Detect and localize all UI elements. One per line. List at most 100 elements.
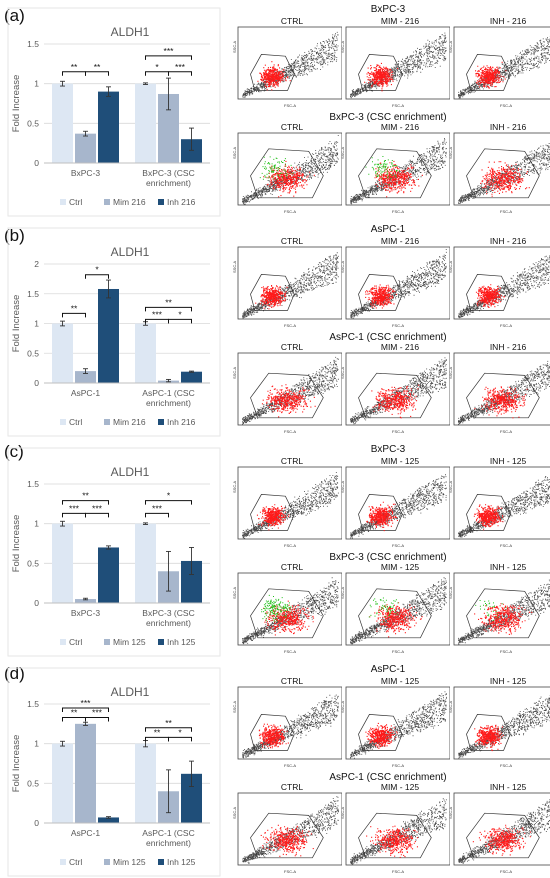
x-axis-label: FSC-A [392, 763, 404, 768]
legend-swatch [104, 639, 110, 645]
y-axis-label: SSC-A [340, 40, 345, 53]
scatter-events [458, 695, 550, 759]
x-axis-label: FSC-A [284, 323, 296, 328]
gate-polygon [250, 494, 295, 531]
scatter-events [242, 31, 339, 98]
dot-plot: CTRL SSC-A FSC-A [232, 342, 342, 434]
dot-plot: MIM - 125 SSC-A FSC-A [340, 562, 450, 654]
y-tick-label: 1.5 [27, 289, 39, 299]
dot-plot: INH - 216 SSC-A FSC-A [448, 342, 550, 434]
plot-label: INH - 125 [490, 562, 527, 572]
dot-plot: CTRL SSC-A FSC-A [232, 16, 342, 108]
plot-label: MIM - 125 [381, 562, 420, 572]
bar-chart-b: ALDH1 0 0.5 1 1.5 2 Fold Increase AsPC-1 AsPC-1 … [7, 227, 221, 437]
gated-population [366, 501, 398, 532]
dot-plot: MIM - 216 SSC-A FSC-A [340, 16, 450, 108]
flow-title-bottom: AsPC-1 (CSC enrichment) [329, 772, 447, 783]
y-axis-label: SSC-A [448, 146, 453, 159]
x-axis-label: FSC-A [284, 869, 296, 874]
bar-chart-d: ALDH1 0 0.5 1 1.5 Fold Increase AsPC-1 AsPC-1 (… [7, 667, 221, 877]
dot-plot: INH - 125 SSC-A FSC-A [448, 562, 550, 654]
y-tick-label: 2 [34, 259, 39, 269]
y-tick-label: 1 [34, 519, 39, 529]
x-axis-label: FSC-A [500, 869, 512, 874]
y-tick-label: 1.5 [27, 39, 39, 49]
significance-marker: *** [81, 698, 92, 708]
gated-population [369, 602, 423, 638]
gate-polygon [250, 372, 324, 419]
y-axis-label: SSC-A [448, 260, 453, 273]
category-label: BxPC-3 (CSC [142, 608, 194, 618]
significance-marker: ** [94, 62, 101, 72]
bar-inh-216 [181, 139, 202, 163]
bar-inh-125 [98, 817, 119, 823]
significance-bracket [145, 736, 169, 742]
significance-bracket [145, 727, 192, 732]
significance-marker: *** [92, 503, 103, 513]
y-axis-label: Fold Increase [11, 515, 22, 573]
x-axis-label: FSC-A [392, 103, 404, 108]
x-axis-label: FSC-A [284, 649, 296, 654]
significance-marker: ** [71, 62, 78, 72]
chart-frame [7, 667, 221, 877]
plot-label: MIM - 216 [381, 122, 420, 132]
gate-polygon [466, 372, 540, 419]
gate-polygon [250, 274, 295, 311]
significance-bracket [145, 55, 192, 60]
y-tick-label: 0 [34, 378, 39, 388]
significance-bracket [145, 318, 169, 324]
dot-plot: INH - 216 SSC-A FSC-A [448, 122, 550, 214]
scatter-events [458, 360, 550, 425]
x-axis-label: FSC-A [500, 103, 512, 108]
gated-population [474, 603, 533, 635]
aldh-positive-events [475, 600, 507, 621]
bar-mim-216 [75, 371, 96, 383]
bar-mim-125 [75, 599, 96, 603]
scatter-events [350, 357, 447, 425]
plot-label: MIM - 125 [381, 782, 420, 792]
significance-marker: ** [71, 303, 78, 313]
panel-label: (c) [4, 442, 24, 461]
legend-swatch [60, 859, 66, 865]
plot-label: CTRL [281, 236, 303, 246]
gated-population [258, 723, 289, 749]
category-label: BxPC-3 (CSC [142, 168, 194, 178]
y-axis-label: SSC-A [340, 260, 345, 273]
y-tick-label: 0 [34, 818, 39, 828]
panel-label: (d) [4, 664, 25, 683]
x-axis-label: FSC-A [392, 869, 404, 874]
significance-bracket [85, 71, 109, 76]
flow-title-top: AsPC-1 [370, 224, 406, 235]
significance-bracket [145, 71, 169, 76]
y-axis-label: SSC-A [232, 586, 237, 599]
legend-label: Inh 125 [167, 637, 196, 647]
flow-cytometry-a: BxPC-3 BxPC-3 (CSC enrichment) CTRL SSC-A FS… [226, 0, 550, 218]
category-label: enrichment) [146, 178, 191, 188]
x-axis-label: FSC-A [500, 763, 512, 768]
significance-marker: ** [82, 491, 89, 501]
significance-marker: * [155, 62, 159, 72]
significance-bracket [168, 736, 192, 742]
x-axis-label: FSC-A [284, 429, 296, 434]
category-label: AsPC-1 [71, 828, 101, 838]
chart-frame [7, 7, 221, 217]
x-axis-label: FSC-A [500, 209, 512, 214]
scatter-events [242, 694, 339, 759]
gated-population [474, 386, 528, 419]
x-axis-label: FSC-A [284, 103, 296, 108]
category-label: AsPC-1 (CSC [142, 388, 194, 398]
plot-label: INH - 216 [490, 236, 527, 246]
gated-population [365, 284, 397, 309]
gate-polygon [358, 372, 432, 419]
gate-polygon [358, 812, 432, 859]
y-axis-label: SSC-A [232, 260, 237, 273]
legend-label: Mim 216 [113, 417, 146, 427]
plot-frame [345, 26, 450, 100]
gate-polygon [358, 148, 432, 199]
significance-bracket [62, 71, 86, 76]
panel-c: (c) ALDH1 0 0.5 1 1.5 Fold Increase BxPC-3 BxPC… [0, 440, 550, 658]
chart-frame [7, 447, 221, 657]
y-tick-label: 0 [34, 598, 39, 608]
gate-polygon [466, 54, 511, 91]
plot-label: CTRL [281, 676, 303, 686]
